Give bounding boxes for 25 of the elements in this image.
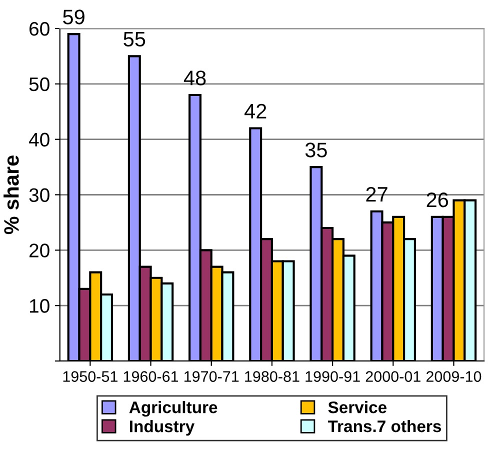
- y-tick-label: 30: [29, 188, 50, 202]
- y-tick-label: 20: [30, 244, 50, 258]
- legend-label: Agriculture: [129, 401, 218, 417]
- legend-label: Service: [328, 401, 387, 414]
- y-axis-title: % share: [4, 156, 19, 234]
- x-tick-label: 1990-91: [306, 371, 360, 382]
- data-label: 59: [63, 10, 84, 24]
- x-tick-label: 1950-51: [63, 371, 118, 382]
- data-label: 27: [366, 186, 388, 202]
- legend-label: Industry: [130, 420, 195, 436]
- x-tick-label: 2000-01: [366, 371, 420, 382]
- y-tick-label: 60: [30, 22, 50, 36]
- y-tick-label: 50: [29, 77, 50, 92]
- legend-label: Trans.7 others: [328, 420, 442, 432]
- data-label: 35: [305, 142, 327, 158]
- y-tick-label: 40: [28, 132, 50, 147]
- data-label: 42: [244, 104, 266, 118]
- data-label: 26: [426, 192, 448, 208]
- x-tick-label: 1980-81: [245, 371, 300, 382]
- x-tick-label: 1970-71: [184, 371, 239, 382]
- x-tick-label: 1960-61: [124, 371, 178, 382]
- x-tick-label: 2009-10: [426, 371, 482, 382]
- data-label: 55: [124, 32, 146, 47]
- data-label: 48: [184, 70, 206, 86]
- y-tick-label: 10: [30, 299, 50, 313]
